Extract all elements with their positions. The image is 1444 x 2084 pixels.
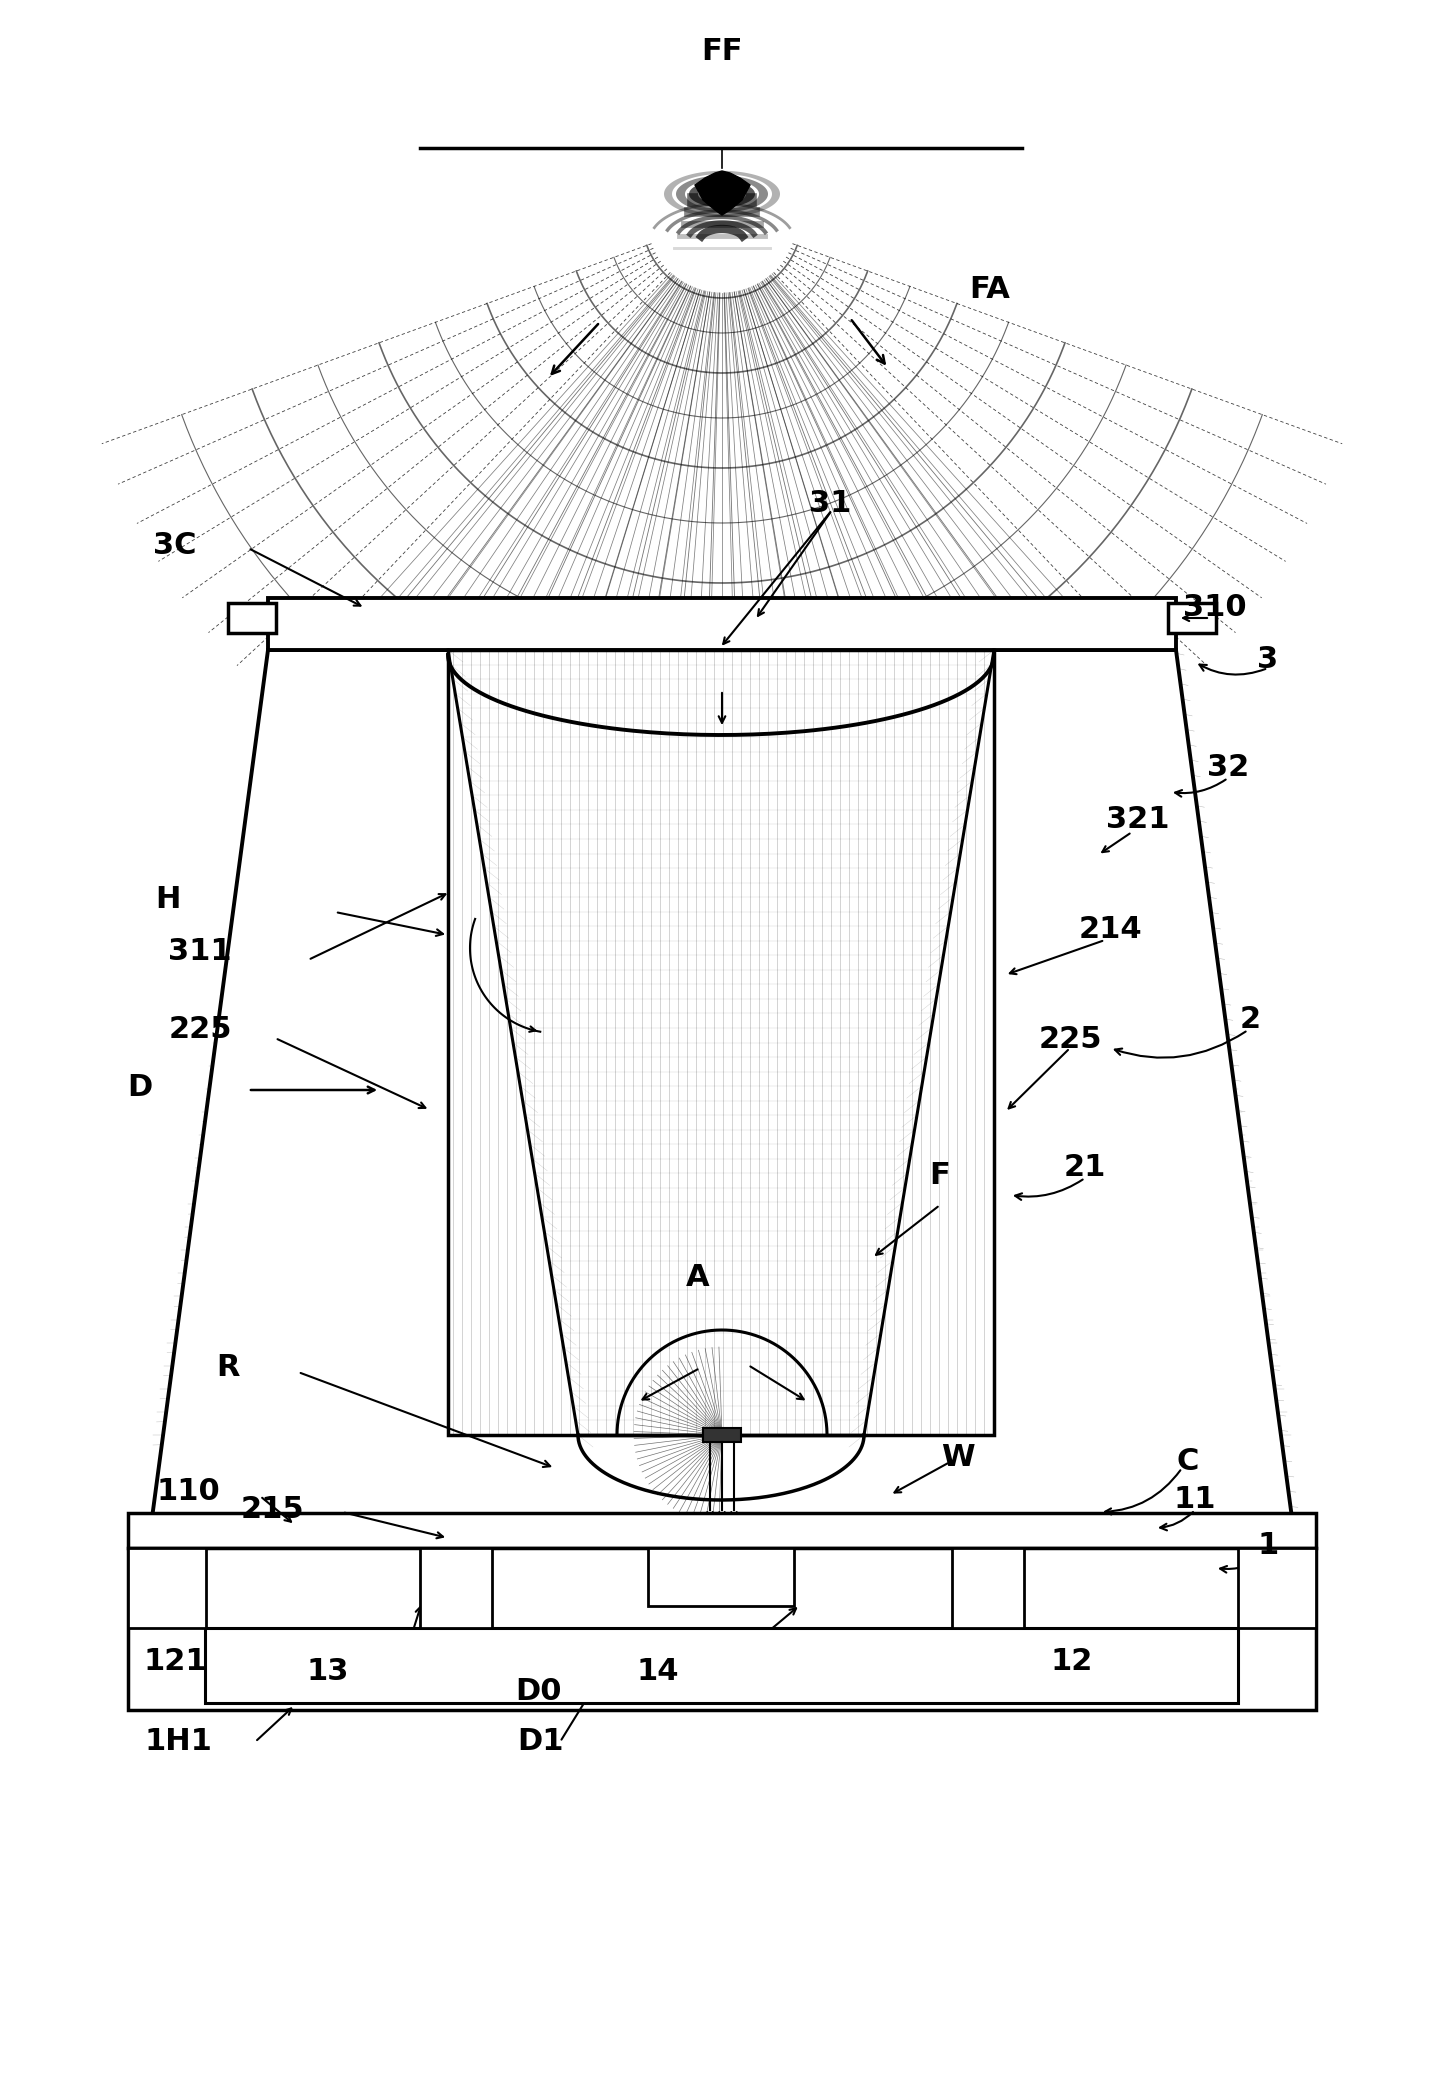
Text: 311: 311	[168, 938, 232, 967]
Bar	[648, 1548, 794, 1607]
Bar	[129, 1548, 206, 1628]
Text: F: F	[930, 1161, 950, 1190]
Polygon shape	[713, 192, 731, 198]
Polygon shape	[676, 175, 768, 213]
Text: R: R	[217, 1353, 240, 1382]
Text: 310: 310	[1183, 594, 1246, 623]
Bar	[703, 1428, 741, 1442]
Text: 121: 121	[143, 1648, 206, 1676]
Polygon shape	[702, 185, 742, 202]
Text: 2: 2	[1239, 1004, 1261, 1034]
Text: 1: 1	[1258, 1530, 1278, 1559]
Text: 13: 13	[306, 1657, 349, 1686]
Text: 1H1: 1H1	[144, 1728, 212, 1757]
Text: C: C	[1177, 1448, 1199, 1475]
Text: 110: 110	[156, 1478, 219, 1507]
Bar	[1238, 1548, 1315, 1628]
Text: 11: 11	[1174, 1486, 1216, 1515]
Text: 14: 14	[637, 1657, 679, 1686]
Bar	[269, 598, 1175, 650]
Bar	[952, 1548, 1024, 1628]
Polygon shape	[664, 171, 780, 217]
Text: 21: 21	[1064, 1155, 1106, 1182]
Text: 32: 32	[1207, 754, 1249, 782]
Polygon shape	[689, 181, 755, 206]
Text: FA: FA	[969, 275, 1011, 304]
Text: D0: D0	[514, 1678, 562, 1707]
Text: 214: 214	[1079, 915, 1142, 944]
Bar	[129, 1513, 1315, 1548]
Bar	[1168, 602, 1216, 634]
Text: 12: 12	[1051, 1648, 1093, 1676]
Text: 225: 225	[1038, 1025, 1102, 1055]
Text: D: D	[127, 1073, 153, 1102]
Bar	[205, 1628, 1238, 1703]
Bar	[129, 1548, 1315, 1711]
Text: A: A	[686, 1263, 710, 1292]
Text: FF: FF	[702, 38, 742, 67]
Bar	[420, 1548, 492, 1628]
Text: H: H	[156, 886, 180, 915]
Text: 31: 31	[809, 488, 851, 517]
Text: 225: 225	[169, 1015, 231, 1044]
Bar	[228, 602, 276, 634]
Text: W: W	[941, 1444, 975, 1473]
Text: 321: 321	[1106, 807, 1170, 834]
Text: 3C: 3C	[153, 531, 196, 559]
Text: 215: 215	[240, 1496, 303, 1525]
Text: D1: D1	[517, 1728, 563, 1757]
Bar	[448, 650, 993, 1436]
Polygon shape	[147, 650, 1297, 1548]
Text: 3: 3	[1258, 646, 1278, 675]
Polygon shape	[695, 171, 749, 215]
